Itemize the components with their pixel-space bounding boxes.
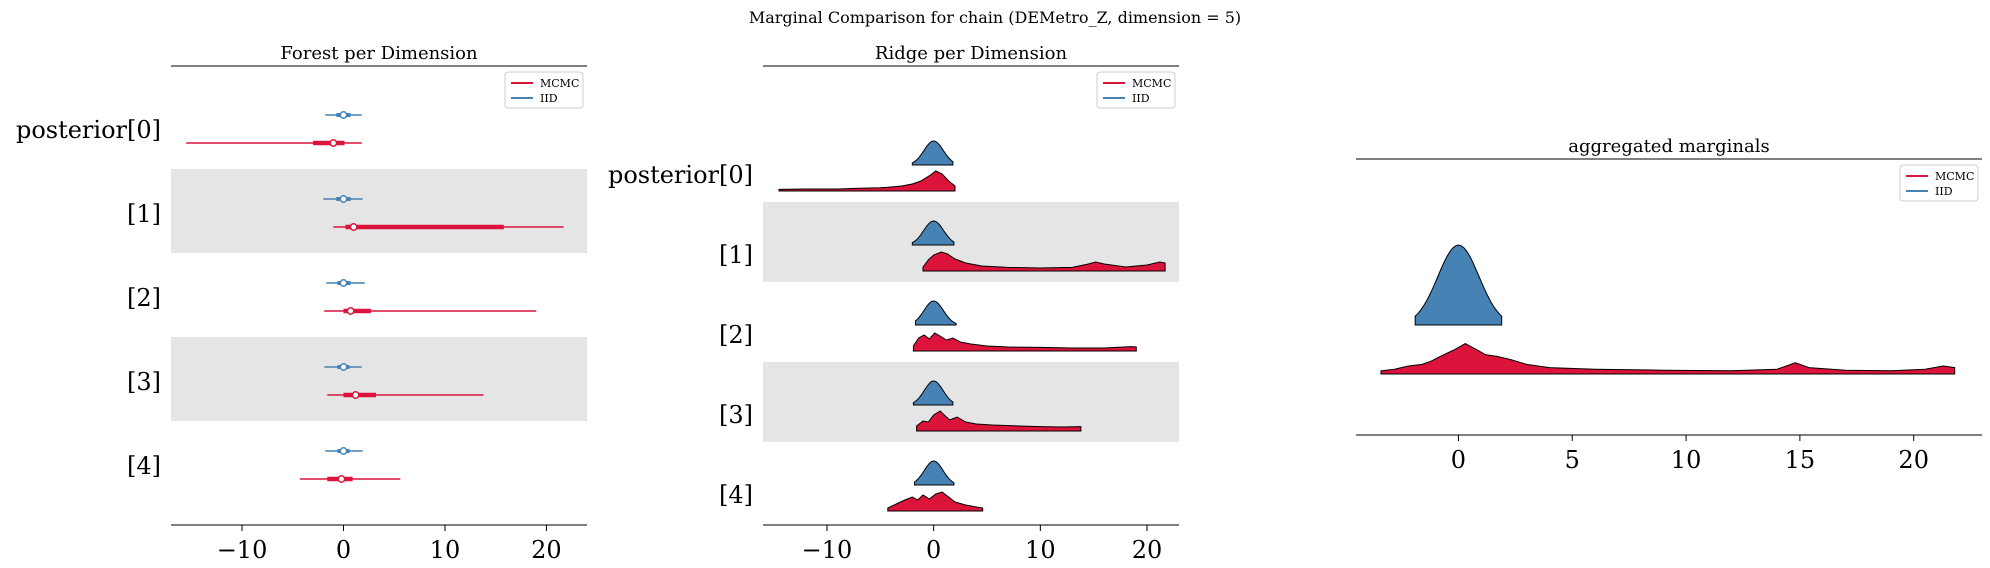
legend-label-iid: IID — [1935, 185, 1953, 198]
row-label: [4] — [127, 452, 161, 480]
x-tick-label: 20 — [1898, 446, 1929, 474]
legend-label-mcmc: MCMC — [1935, 170, 1974, 183]
mcmc-median-point — [349, 223, 358, 231]
x-tick-label: 15 — [1785, 446, 1816, 474]
x-tick-label: 0 — [926, 536, 941, 564]
panel-title: Forest per Dimension — [280, 43, 478, 64]
legend-label-iid: IID — [540, 92, 558, 105]
legend-label-iid: IID — [1132, 92, 1150, 105]
row-label: [2] — [719, 321, 753, 349]
row-label: [3] — [127, 368, 161, 396]
iid-ridge — [915, 300, 957, 326]
mcmc-median-point — [337, 475, 346, 483]
iid-median-point — [339, 195, 348, 203]
x-tick-label: 20 — [531, 536, 562, 564]
row-label: [2] — [127, 284, 161, 312]
mcmc-median-point — [329, 139, 338, 147]
row-label: [1] — [127, 200, 161, 228]
x-tick-label: 20 — [1132, 536, 1163, 564]
row-label: [4] — [719, 481, 753, 509]
row-band — [171, 337, 587, 421]
mcmc-ridge — [922, 251, 1166, 272]
iid-ridge — [911, 140, 954, 166]
row-label: posterior[0] — [16, 116, 161, 144]
x-tick-label: 0 — [336, 536, 351, 564]
iid-ridge — [912, 380, 954, 406]
figure-suptitle: Marginal Comparison for chain (DEMetro_Z… — [749, 8, 1241, 27]
panel-title: aggregated marginals — [1568, 136, 1769, 157]
legend-label-mcmc: MCMC — [540, 77, 579, 90]
row-label: [3] — [719, 401, 753, 429]
x-tick-label: −10 — [802, 536, 853, 564]
mcmc-ridge — [1380, 343, 1956, 375]
forest-panel: Forest per Dimension −10 0 10 20 posterior[0]… — [16, 43, 587, 564]
mcmc-ridge — [916, 410, 1082, 432]
row-label: posterior[0] — [608, 161, 753, 189]
x-tick-label: 10 — [1025, 536, 1056, 564]
iid-median-point — [339, 279, 348, 287]
x-tick-label: 0 — [1451, 446, 1466, 474]
aggregated-panel: aggregated marginals 0 5 10 15 20 MCMC IID — [1356, 136, 1982, 474]
mcmc-ridge — [778, 170, 956, 192]
row-band — [171, 169, 587, 253]
iid-median-point — [339, 111, 348, 119]
x-tick-label: 5 — [1565, 446, 1580, 474]
mcmc-median-point — [351, 391, 360, 399]
x-tick-label: −10 — [217, 536, 268, 564]
iid-median-point — [339, 447, 348, 455]
iid-median-point — [339, 363, 348, 371]
x-tick-label: 10 — [430, 536, 461, 564]
panel-title: Ridge per Dimension — [875, 43, 1068, 64]
legend-label-mcmc: MCMC — [1132, 77, 1171, 90]
row-label: [1] — [719, 241, 753, 269]
ridge-panel: Ridge per Dimension −10 0 10 20 posterior[0] [… — [608, 43, 1179, 564]
mcmc-ridge — [912, 332, 1137, 352]
iid-ridge — [914, 460, 955, 486]
iid-ridge — [1414, 244, 1503, 326]
mcmc-ridge — [887, 491, 984, 512]
x-tick-label: 10 — [1671, 446, 1702, 474]
mcmc-median-point — [346, 307, 355, 315]
iid-ridge — [911, 220, 955, 246]
